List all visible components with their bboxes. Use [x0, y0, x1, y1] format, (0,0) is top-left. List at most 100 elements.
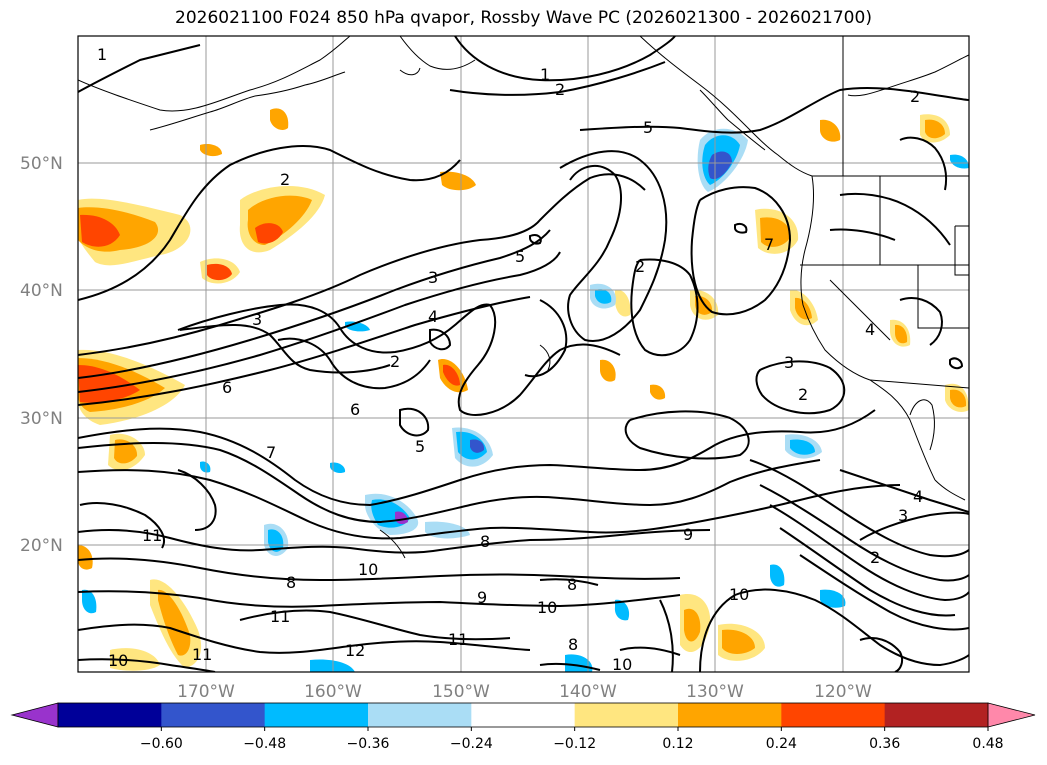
- anomaly-patch: [330, 462, 346, 474]
- contour-label: 9: [683, 525, 693, 544]
- contour-label: 11: [142, 526, 162, 545]
- map-background: [78, 36, 969, 672]
- colorbar-tick-label: −0.48: [243, 736, 286, 752]
- contour-label: 10: [108, 651, 128, 670]
- anomaly-patch: [820, 119, 841, 142]
- contour-label: 8: [568, 635, 578, 654]
- anomaly-patch: [925, 119, 945, 139]
- contour-label: 2: [870, 548, 880, 567]
- lon-label: 140°W: [559, 682, 617, 702]
- colorbar-tick-label: 0.12: [662, 736, 693, 752]
- anomaly-patch: [470, 439, 485, 453]
- contour-label: 4: [865, 320, 875, 339]
- contour-label: 2: [280, 170, 290, 189]
- contour-label: 11: [192, 645, 212, 664]
- anomaly-patch: [760, 217, 791, 247]
- longitude-labels: 170°W 160°W 150°W 140°W 130°W 120°W: [177, 682, 872, 702]
- anomaly-patch: [268, 529, 284, 552]
- contour-label: 8: [286, 573, 296, 592]
- anomaly-patch: [200, 461, 211, 473]
- contour-label: 10: [612, 655, 632, 674]
- lon-label: 150°W: [432, 682, 490, 702]
- anomaly-patch: [795, 297, 812, 320]
- colorbar-tick-label: −0.60: [140, 736, 183, 752]
- colorbar-left-extension: [10, 702, 59, 728]
- anomaly-patch: [950, 154, 969, 169]
- contour-labels: 1 2 5 2 2 2 3 4 5 6 5 6 7 8 9 10 11 12 8…: [97, 45, 923, 674]
- contour-label: 10: [729, 585, 749, 604]
- colorbar-segments: [58, 703, 989, 727]
- anomaly-patch: [684, 608, 701, 642]
- anomaly-patch: [820, 589, 846, 608]
- anomaly-patch: [722, 629, 755, 654]
- map-frame: [77, 35, 970, 673]
- colorbar-tick-label: −0.12: [553, 736, 596, 752]
- colorbar-tick-label: −0.24: [450, 736, 493, 752]
- lat-label: 40°N: [20, 281, 63, 301]
- contour-label: 11: [270, 607, 290, 626]
- contour-label: 5: [643, 118, 653, 137]
- contour-lines: [78, 36, 969, 672]
- anomaly-patch: [110, 648, 160, 671]
- contour-label: 7: [266, 443, 276, 462]
- lon-label: 120°W: [814, 682, 872, 702]
- colorbar-ticks: −0.60 −0.48 −0.36 −0.24 −0.12 0.12 0.24 0.36 0.4…: [140, 727, 1004, 752]
- anomaly-patch: [950, 389, 967, 408]
- anomaly-patch: [695, 295, 713, 315]
- map-title: 2026021100 F024 850 hPa qvapor, Rossby W…: [175, 8, 872, 28]
- anomaly-patch: [114, 439, 138, 464]
- contour-label: 10: [358, 560, 378, 579]
- lat-label: 20°N: [20, 536, 63, 556]
- contour-label: 12: [345, 641, 365, 660]
- contour-label: 7: [764, 235, 774, 254]
- map-area: 1 2 5 2 2 2 3 4 5 6 5 6 7 8 9 10 11 12 8…: [78, 36, 969, 674]
- coastlines: [78, 36, 969, 559]
- contour-label: 2: [635, 257, 645, 276]
- anomaly-patch: [443, 364, 460, 386]
- lon-label: 170°W: [177, 682, 235, 702]
- colorbar-segment: [781, 703, 886, 727]
- anomaly-patch: [600, 359, 616, 382]
- colorbar-segment: [161, 703, 266, 727]
- anomaly-patch: [270, 108, 289, 131]
- contour-label: 2: [798, 385, 808, 404]
- graticule: [78, 36, 969, 672]
- colorbar-segment: [58, 703, 162, 727]
- colorbar-segment: [368, 703, 472, 727]
- contour-label: 2: [555, 80, 565, 99]
- anomaly-patch: [255, 223, 283, 244]
- anomaly-patch: [207, 263, 232, 281]
- anomaly-patch: [440, 171, 476, 191]
- contour-label: 11: [448, 630, 468, 649]
- anomaly-patch: [790, 439, 815, 455]
- contour-label: 6: [222, 378, 232, 397]
- anomaly-patch: [78, 365, 140, 403]
- contour-label: 3: [784, 353, 794, 372]
- contour-label: 8: [480, 532, 490, 551]
- anomaly-patch: [895, 324, 908, 344]
- anomaly-patch: [78, 545, 93, 570]
- colorbar-segment: [471, 703, 576, 727]
- colorbar-segment: [884, 703, 989, 727]
- anomaly-patch: [80, 214, 120, 247]
- anomaly-patch: [82, 589, 97, 614]
- contour-label: 2: [390, 352, 400, 371]
- contour-label: 3: [252, 310, 262, 329]
- colorbar-tick-label: 0.48: [972, 736, 1003, 752]
- contour-label: 6: [350, 400, 360, 419]
- contour-label: 9: [477, 588, 487, 607]
- contour-label: 5: [415, 437, 425, 456]
- contour-label: 4: [913, 487, 923, 506]
- anomaly-patch: [770, 564, 785, 587]
- contour-label: 1: [540, 65, 550, 84]
- contour-label: 4: [428, 307, 438, 326]
- colorbar-tick-label: 0.24: [766, 736, 797, 752]
- colorbar-frame: [57, 702, 989, 728]
- contour-label: 3: [428, 268, 438, 287]
- colorbar: −0.60 −0.48 −0.36 −0.24 −0.12 0.12 0.24 0.36 0.4…: [10, 702, 1036, 752]
- colorbar-right-extension: [987, 702, 1036, 728]
- contour-label: 2: [910, 87, 920, 106]
- contour-label: 8: [567, 575, 577, 594]
- anomaly-patch: [708, 151, 732, 180]
